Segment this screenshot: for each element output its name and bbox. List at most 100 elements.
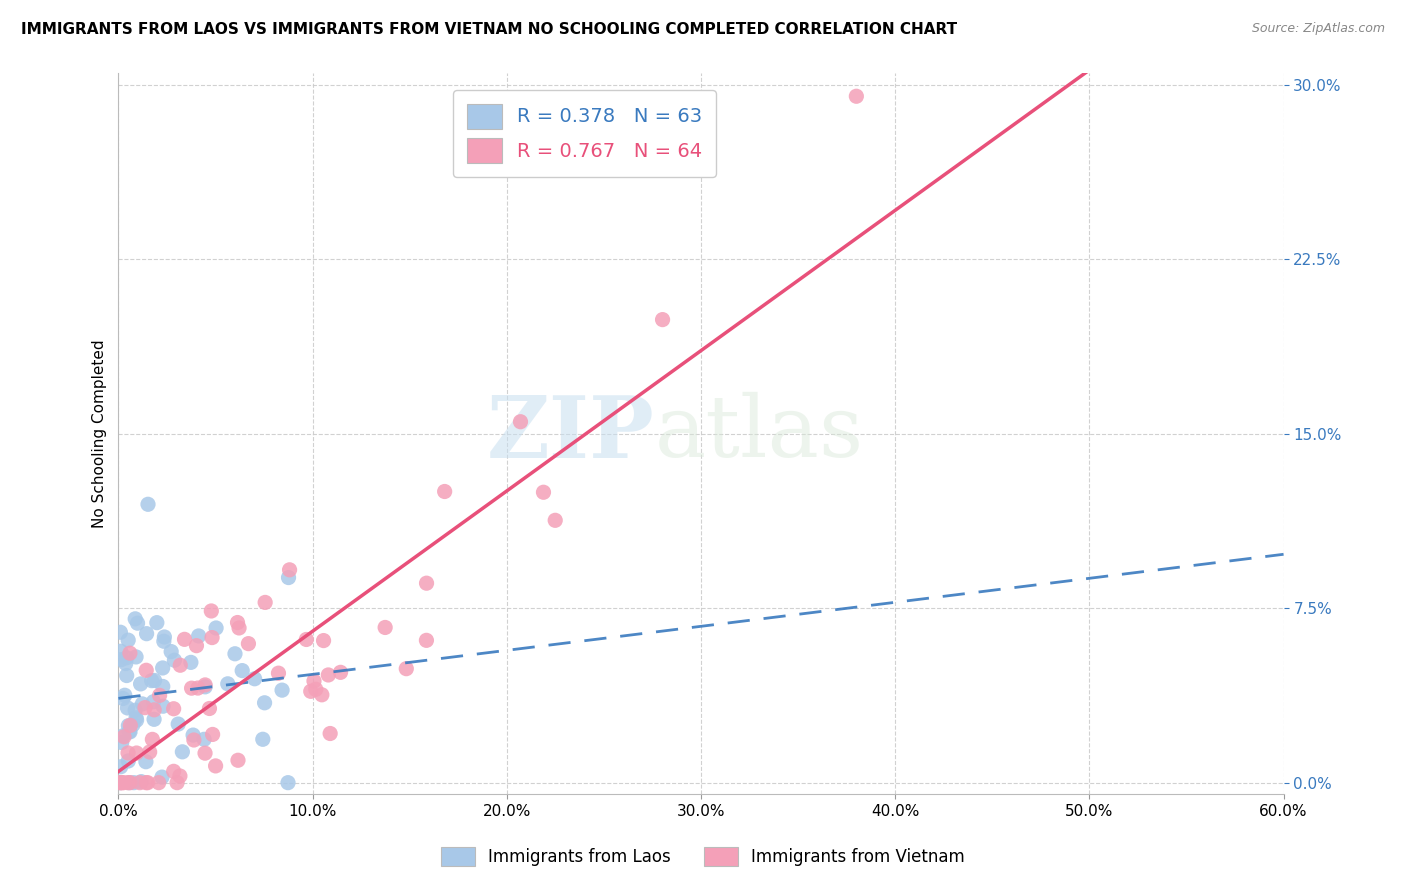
Legend: R = 0.378   N = 63, R = 0.767   N = 64: R = 0.378 N = 63, R = 0.767 N = 64 (453, 90, 716, 177)
Point (114, 657, 136, 671)
Point (217, 677, 239, 691)
Point (187, 681, 209, 695)
Point (112, 775, 135, 789)
Point (152, 680, 174, 694)
Point (163, 653, 186, 667)
Point (117, 746, 139, 760)
Point (271, 683, 294, 698)
Point (114, 688, 136, 702)
Point (651, 312, 673, 326)
Point (319, 726, 342, 740)
Point (311, 688, 333, 702)
Point (124, 703, 146, 717)
Point (152, 699, 174, 714)
Point (117, 775, 139, 789)
Point (110, 775, 132, 789)
Point (150, 770, 173, 784)
Point (131, 697, 153, 711)
Point (136, 775, 159, 789)
Point (122, 718, 145, 732)
Point (183, 733, 205, 747)
Point (533, 485, 555, 500)
Point (415, 576, 437, 591)
Point (224, 647, 246, 661)
Point (141, 673, 163, 688)
Point (180, 656, 202, 670)
Point (173, 632, 195, 647)
Legend: Immigrants from Laos, Immigrants from Vietnam: Immigrants from Laos, Immigrants from Vi… (433, 838, 973, 875)
Point (122, 775, 145, 789)
Text: IMMIGRANTS FROM LAOS VS IMMIGRANTS FROM VIETNAM NO SCHOOLING COMPLETED CORRELATI: IMMIGRANTS FROM LAOS VS IMMIGRANTS FROM … (21, 22, 957, 37)
Point (135, 663, 157, 677)
Point (544, 513, 567, 527)
Point (127, 616, 149, 631)
Point (136, 497, 159, 511)
Point (118, 646, 141, 660)
Point (134, 700, 156, 714)
Point (110, 644, 132, 658)
Point (118, 775, 141, 789)
Point (153, 630, 176, 644)
Point (110, 652, 132, 666)
Point (295, 632, 318, 647)
Point (117, 701, 139, 715)
Point (124, 612, 146, 626)
Point (163, 764, 186, 779)
Point (186, 639, 208, 653)
Point (305, 682, 328, 697)
Point (129, 677, 152, 691)
Point (110, 625, 132, 640)
Point (299, 684, 322, 698)
Point (125, 713, 148, 727)
Point (238, 637, 260, 651)
Point (129, 774, 152, 789)
Point (118, 724, 141, 739)
Point (845, 89, 868, 103)
Point (143, 673, 166, 688)
Point (312, 633, 335, 648)
Point (167, 717, 190, 731)
Point (166, 775, 188, 789)
Point (509, 415, 531, 429)
Point (243, 672, 266, 686)
Point (302, 673, 325, 688)
Text: ZIP: ZIP (486, 392, 654, 475)
Point (433, 484, 456, 499)
Point (193, 732, 215, 747)
Point (135, 626, 157, 640)
Point (120, 718, 142, 732)
Point (201, 727, 224, 741)
Point (200, 604, 222, 618)
Point (111, 735, 134, 749)
Text: Source: ZipAtlas.com: Source: ZipAtlas.com (1251, 22, 1385, 36)
Point (205, 621, 228, 635)
Point (201, 631, 224, 645)
Point (115, 668, 138, 682)
Point (115, 650, 138, 665)
Point (172, 745, 194, 759)
Point (395, 662, 418, 676)
Point (110, 775, 132, 789)
Point (204, 759, 226, 773)
Point (329, 665, 352, 680)
Point (198, 701, 221, 715)
Point (141, 732, 163, 747)
Point (231, 664, 253, 678)
Point (112, 730, 135, 744)
Point (120, 775, 142, 789)
Point (110, 775, 132, 789)
Point (169, 769, 191, 783)
Point (118, 724, 141, 739)
Point (228, 621, 250, 635)
Point (125, 746, 148, 760)
Point (111, 775, 134, 789)
Point (117, 633, 139, 648)
Point (252, 732, 274, 747)
Point (180, 681, 202, 695)
Point (254, 595, 277, 609)
Point (181, 728, 204, 742)
Point (111, 691, 134, 706)
Point (226, 753, 249, 767)
Y-axis label: No Schooling Completed: No Schooling Completed (93, 339, 107, 528)
Point (143, 712, 166, 726)
